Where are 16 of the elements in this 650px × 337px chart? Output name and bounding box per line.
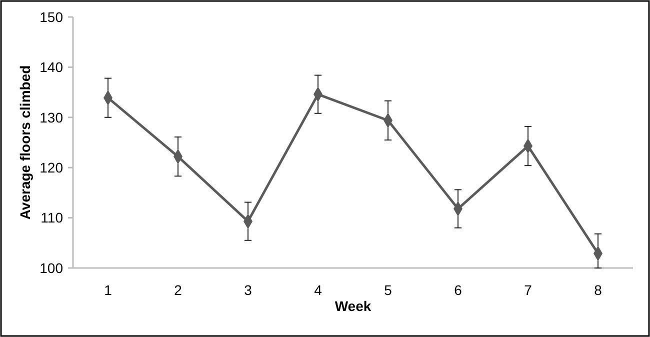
x-tick-label: 2 xyxy=(174,282,182,298)
x-axis-title: Week xyxy=(334,298,372,314)
x-tick-label: 8 xyxy=(594,282,602,298)
x-tick-label: 1 xyxy=(104,282,112,298)
x-tick-label: 4 xyxy=(314,282,322,298)
x-tick-label: 7 xyxy=(524,282,532,298)
y-axis-title: Average floors climbed xyxy=(17,65,33,220)
x-tick-label: 5 xyxy=(384,282,392,298)
x-tick-label: 3 xyxy=(244,282,252,298)
y-tick-label: 150 xyxy=(40,8,64,25)
y-tick-label: 140 xyxy=(40,59,64,76)
y-tick-label: 130 xyxy=(40,109,64,126)
x-tick-label: 6 xyxy=(454,282,462,298)
y-tick-label: 120 xyxy=(40,160,64,176)
y-tick-label: 110 xyxy=(40,210,64,226)
y-tick-label: 100 xyxy=(40,260,64,276)
